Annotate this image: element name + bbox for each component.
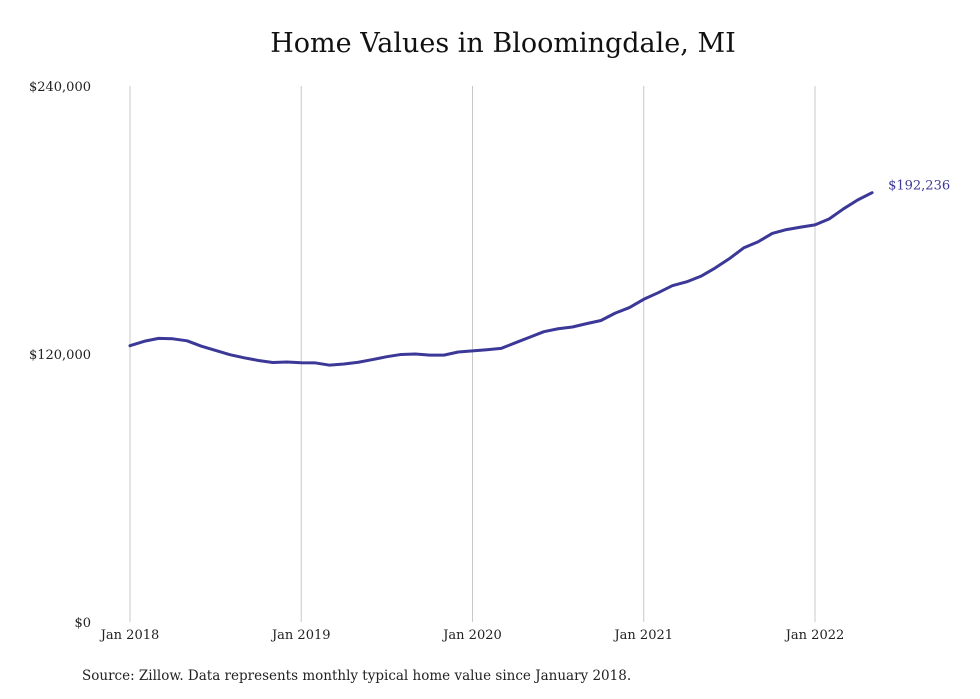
- x-tick-label: Jan 2022: [784, 628, 845, 643]
- x-tick-label: Jan 2018: [99, 628, 160, 643]
- source-note: Source: Zillow. Data represents monthly …: [82, 668, 632, 684]
- end-value-label: $192,236: [888, 179, 950, 194]
- x-tick-label: Jan 2019: [270, 628, 331, 643]
- series-line: [128, 191, 874, 367]
- x-tick-label: Jan 2021: [612, 628, 673, 643]
- x-tick-label: Jan 2020: [441, 628, 502, 643]
- y-tick-label: $240,000: [29, 80, 91, 95]
- chart-title: Home Values in Bloomingdale, MI: [270, 28, 736, 59]
- y-tick-label: $0: [74, 616, 91, 631]
- y-tick-label: $120,000: [29, 348, 91, 363]
